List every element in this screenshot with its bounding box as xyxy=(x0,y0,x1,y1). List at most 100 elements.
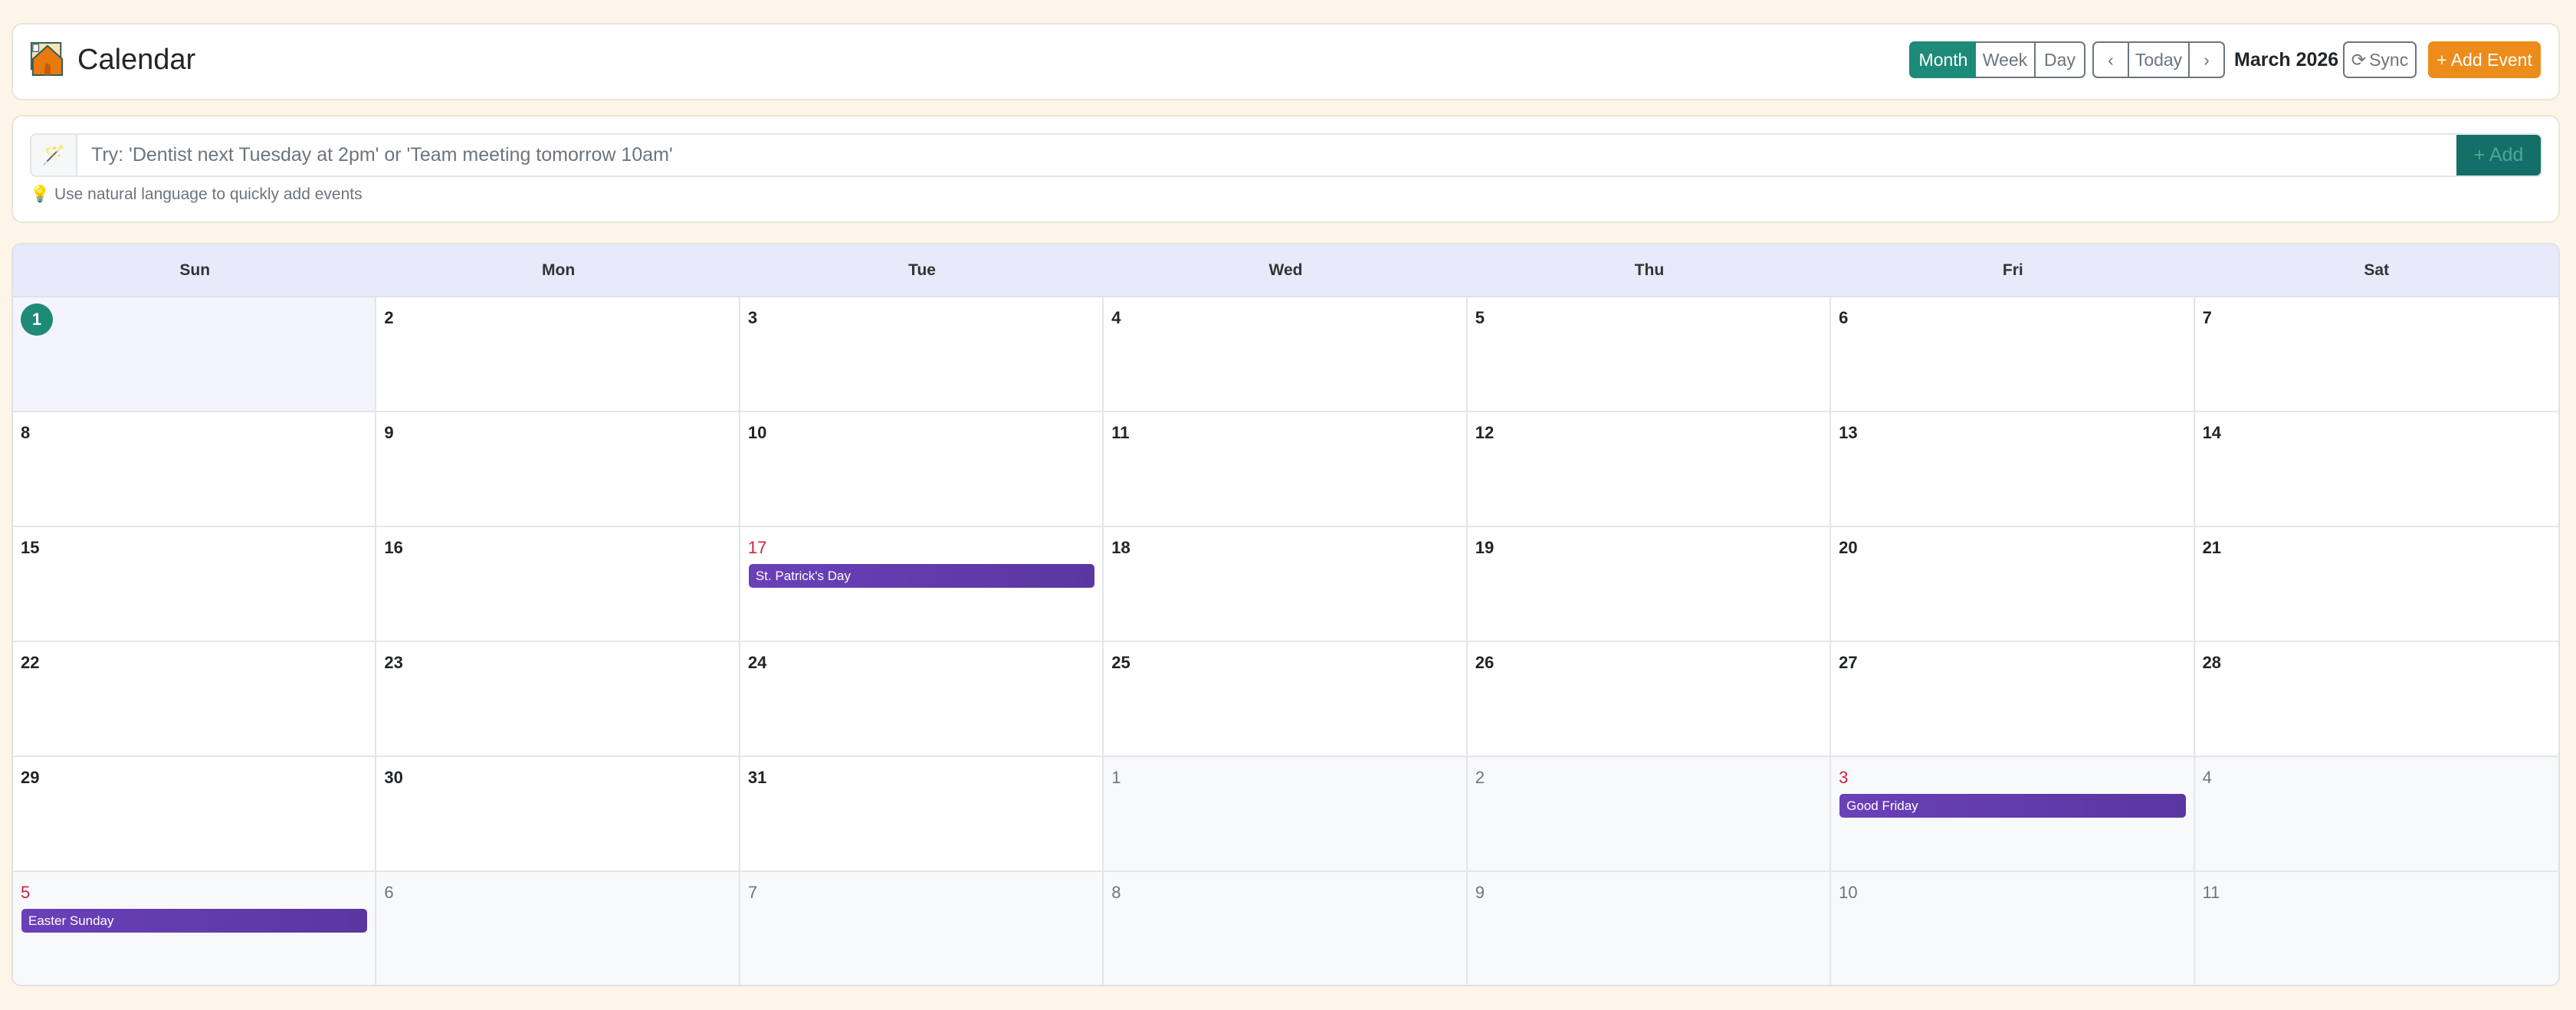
day-number: 3 xyxy=(747,308,758,327)
day-number: 13 xyxy=(1839,423,1858,442)
day-cell[interactable]: 4 xyxy=(1104,297,1468,412)
day-number: 21 xyxy=(2202,538,2222,557)
day-number: 9 xyxy=(384,423,394,442)
day-cell[interactable]: 5 Easter Sunday xyxy=(13,872,377,985)
day-cell[interactable]: 9 xyxy=(1467,872,1832,985)
weekday-header: Sun Mon Tue Wed Thu Fri Sat xyxy=(13,244,2558,297)
day-number: 6 xyxy=(1839,308,1849,327)
view-week-button[interactable]: Week xyxy=(1976,41,2036,78)
day-number: 20 xyxy=(1839,538,1858,557)
day-cell[interactable]: 8 xyxy=(1104,872,1468,985)
day-cell[interactable]: 7 xyxy=(2194,297,2558,412)
day-cell[interactable]: 10 xyxy=(1831,872,2195,985)
day-cell[interactable]: 21 xyxy=(2194,527,2558,642)
day-cell[interactable]: 17 St. Patrick's Day xyxy=(740,527,1104,642)
day-number: 7 xyxy=(747,883,758,902)
weekday-tue: Tue xyxy=(908,261,936,279)
day-number: 18 xyxy=(1111,538,1130,557)
day-number: 8 xyxy=(21,423,31,442)
day-cell[interactable]: 7 xyxy=(740,872,1104,985)
magic-wand-icon: 🪄 xyxy=(31,135,77,175)
day-cell[interactable]: 1 xyxy=(13,297,377,412)
day-number: 19 xyxy=(1475,538,1495,557)
calendar-grid: 1 2 3 4 5 6 7 8 9 10 11 12 13 14 15 16 17 St. Patrick's D… xyxy=(13,297,2558,985)
today-button[interactable]: Today xyxy=(2128,41,2190,78)
quick-add-button[interactable]: + Add xyxy=(2456,135,2541,175)
weekday-mon: Mon xyxy=(542,261,576,279)
day-cell[interactable]: 27 xyxy=(1831,642,2195,757)
day-cell[interactable]: 26 xyxy=(1467,642,1832,757)
day-cell[interactable]: 13 xyxy=(1831,412,2195,527)
day-cell[interactable]: 31 xyxy=(740,757,1104,872)
day-number: 5 xyxy=(21,883,31,902)
day-cell[interactable]: 19 xyxy=(1467,527,1832,642)
weekday-sun: Sun xyxy=(179,261,211,279)
day-cell[interactable]: 2 xyxy=(376,297,740,412)
day-cell[interactable]: 10 xyxy=(740,412,1104,527)
day-cell[interactable]: 28 xyxy=(2194,642,2558,757)
day-cell[interactable]: 11 xyxy=(2194,872,2558,985)
day-cell[interactable]: 2 xyxy=(1467,757,1832,872)
day-cell[interactable]: 22 xyxy=(13,642,377,757)
chevron-left-icon[interactable]: ‹ xyxy=(2092,41,2129,78)
sync-button[interactable]: ⟳ Sync xyxy=(2343,41,2417,78)
day-number: 11 xyxy=(2202,883,2220,902)
day-cell[interactable]: 6 xyxy=(1831,297,2195,412)
day-cell[interactable]: 15 xyxy=(13,527,377,642)
day-number: 8 xyxy=(1111,883,1121,902)
month-calendar: Sun Mon Tue Wed Thu Fri Sat 1 2 3 4 5 6 7 8 9 10 11 12 13 1… xyxy=(11,243,2560,986)
day-cell[interactable]: 8 xyxy=(13,412,377,527)
weekday-sat: Sat xyxy=(2364,261,2390,279)
weekday-thu: Thu xyxy=(1634,261,1665,279)
sync-label: Sync xyxy=(2369,49,2409,70)
current-month-label: March 2026 xyxy=(2234,49,2339,71)
day-number: 10 xyxy=(747,423,767,442)
day-cell[interactable]: 3 xyxy=(740,297,1104,412)
day-number: 14 xyxy=(2202,423,2222,442)
event-chip[interactable]: Good Friday xyxy=(1839,794,2186,818)
day-cell[interactable]: 1 xyxy=(1104,757,1468,872)
day-number: 5 xyxy=(1475,308,1485,327)
day-cell[interactable]: 12 xyxy=(1467,412,1832,527)
day-cell[interactable]: 24 xyxy=(740,642,1104,757)
chevron-right-icon[interactable]: › xyxy=(2188,41,2225,78)
quick-add-panel: 🪄 + Add 💡 Use natural language to quickl… xyxy=(11,115,2560,223)
quick-add-input[interactable] xyxy=(77,135,2456,175)
event-chip[interactable]: Easter Sunday xyxy=(21,909,368,933)
day-number: 4 xyxy=(2202,768,2212,787)
day-cell[interactable]: 18 xyxy=(1104,527,1468,642)
day-number: 25 xyxy=(1111,653,1130,672)
view-day-button[interactable]: Day xyxy=(2034,41,2085,78)
day-cell[interactable]: 29 xyxy=(13,757,377,872)
day-number: 31 xyxy=(747,768,767,787)
day-cell[interactable]: 6 xyxy=(376,872,740,985)
day-cell[interactable]: 3 Good Friday xyxy=(1831,757,2195,872)
day-cell[interactable]: 16 xyxy=(376,527,740,642)
day-cell[interactable]: 11 xyxy=(1104,412,1468,527)
view-month-button[interactable]: Month xyxy=(1909,41,1977,78)
calendar-house-icon xyxy=(30,41,64,77)
day-number: 4 xyxy=(1111,308,1121,327)
day-cell[interactable]: 30 xyxy=(376,757,740,872)
page-title: Calendar xyxy=(77,44,196,76)
day-cell[interactable]: 9 xyxy=(376,412,740,527)
day-number: 1 xyxy=(1111,768,1121,787)
day-number: 28 xyxy=(2202,653,2222,672)
hint-text: Use natural language to quickly add even… xyxy=(54,185,363,203)
day-number: 16 xyxy=(384,538,403,557)
day-number: 27 xyxy=(1839,653,1858,672)
day-cell[interactable]: 25 xyxy=(1104,642,1468,757)
day-cell[interactable]: 23 xyxy=(376,642,740,757)
add-event-button[interactable]: + Add Event xyxy=(2428,41,2541,78)
refresh-icon: ⟳ xyxy=(2351,49,2367,70)
day-cell[interactable]: 20 xyxy=(1831,527,2195,642)
header-bar: Calendar Month Week Day ‹ Today › March … xyxy=(11,23,2560,100)
weekday-fri: Fri xyxy=(2002,261,2023,279)
day-cell[interactable]: 5 xyxy=(1467,297,1832,412)
day-number: 2 xyxy=(1475,768,1485,787)
event-chip[interactable]: St. Patrick's Day xyxy=(748,564,1095,588)
day-cell[interactable]: 4 xyxy=(2194,757,2558,872)
lightbulb-icon: 💡 xyxy=(30,185,51,203)
day-cell[interactable]: 14 xyxy=(2194,412,2558,527)
day-number: 26 xyxy=(1475,653,1495,672)
